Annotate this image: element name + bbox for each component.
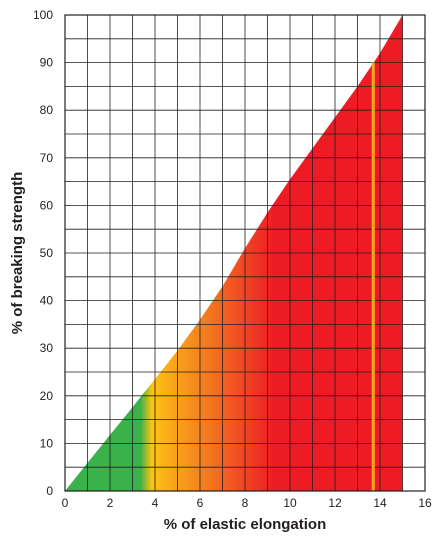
y-tick-label: 20 [40,389,54,403]
y-tick-labels: 0 10 20 30 40 50 60 70 80 90 100 [33,8,53,498]
x-tick-label: 6 [197,496,204,510]
y-tick-label: 10 [40,436,54,450]
y-tick-label: 80 [40,103,54,117]
y-tick-label: 30 [40,341,54,355]
y-axis-title: % of breaking strength [9,172,26,335]
y-tick-label: 0 [46,484,53,498]
y-tick-label: 100 [33,8,53,22]
y-tick-label: 90 [40,56,54,70]
x-tick-label: 16 [418,496,432,510]
plot-frame [64,14,426,492]
y-tick-label: 60 [40,198,54,212]
y-tick-label: 50 [40,246,54,260]
grid [64,14,426,492]
x-tick-label: 14 [373,496,387,510]
x-tick-labels: 0 2 4 6 8 10 12 14 16 [62,496,432,510]
x-tick-label: 2 [107,496,114,510]
x-tick-label: 8 [242,496,249,510]
y-tick-label: 40 [40,294,54,308]
x-tick-label: 10 [283,496,297,510]
x-tick-label: 12 [328,496,342,510]
x-tick-label: 4 [152,496,159,510]
x-tick-label: 0 [62,496,69,510]
x-axis-title: % of elastic elongation [164,516,327,533]
y-tick-label: 70 [40,151,54,165]
